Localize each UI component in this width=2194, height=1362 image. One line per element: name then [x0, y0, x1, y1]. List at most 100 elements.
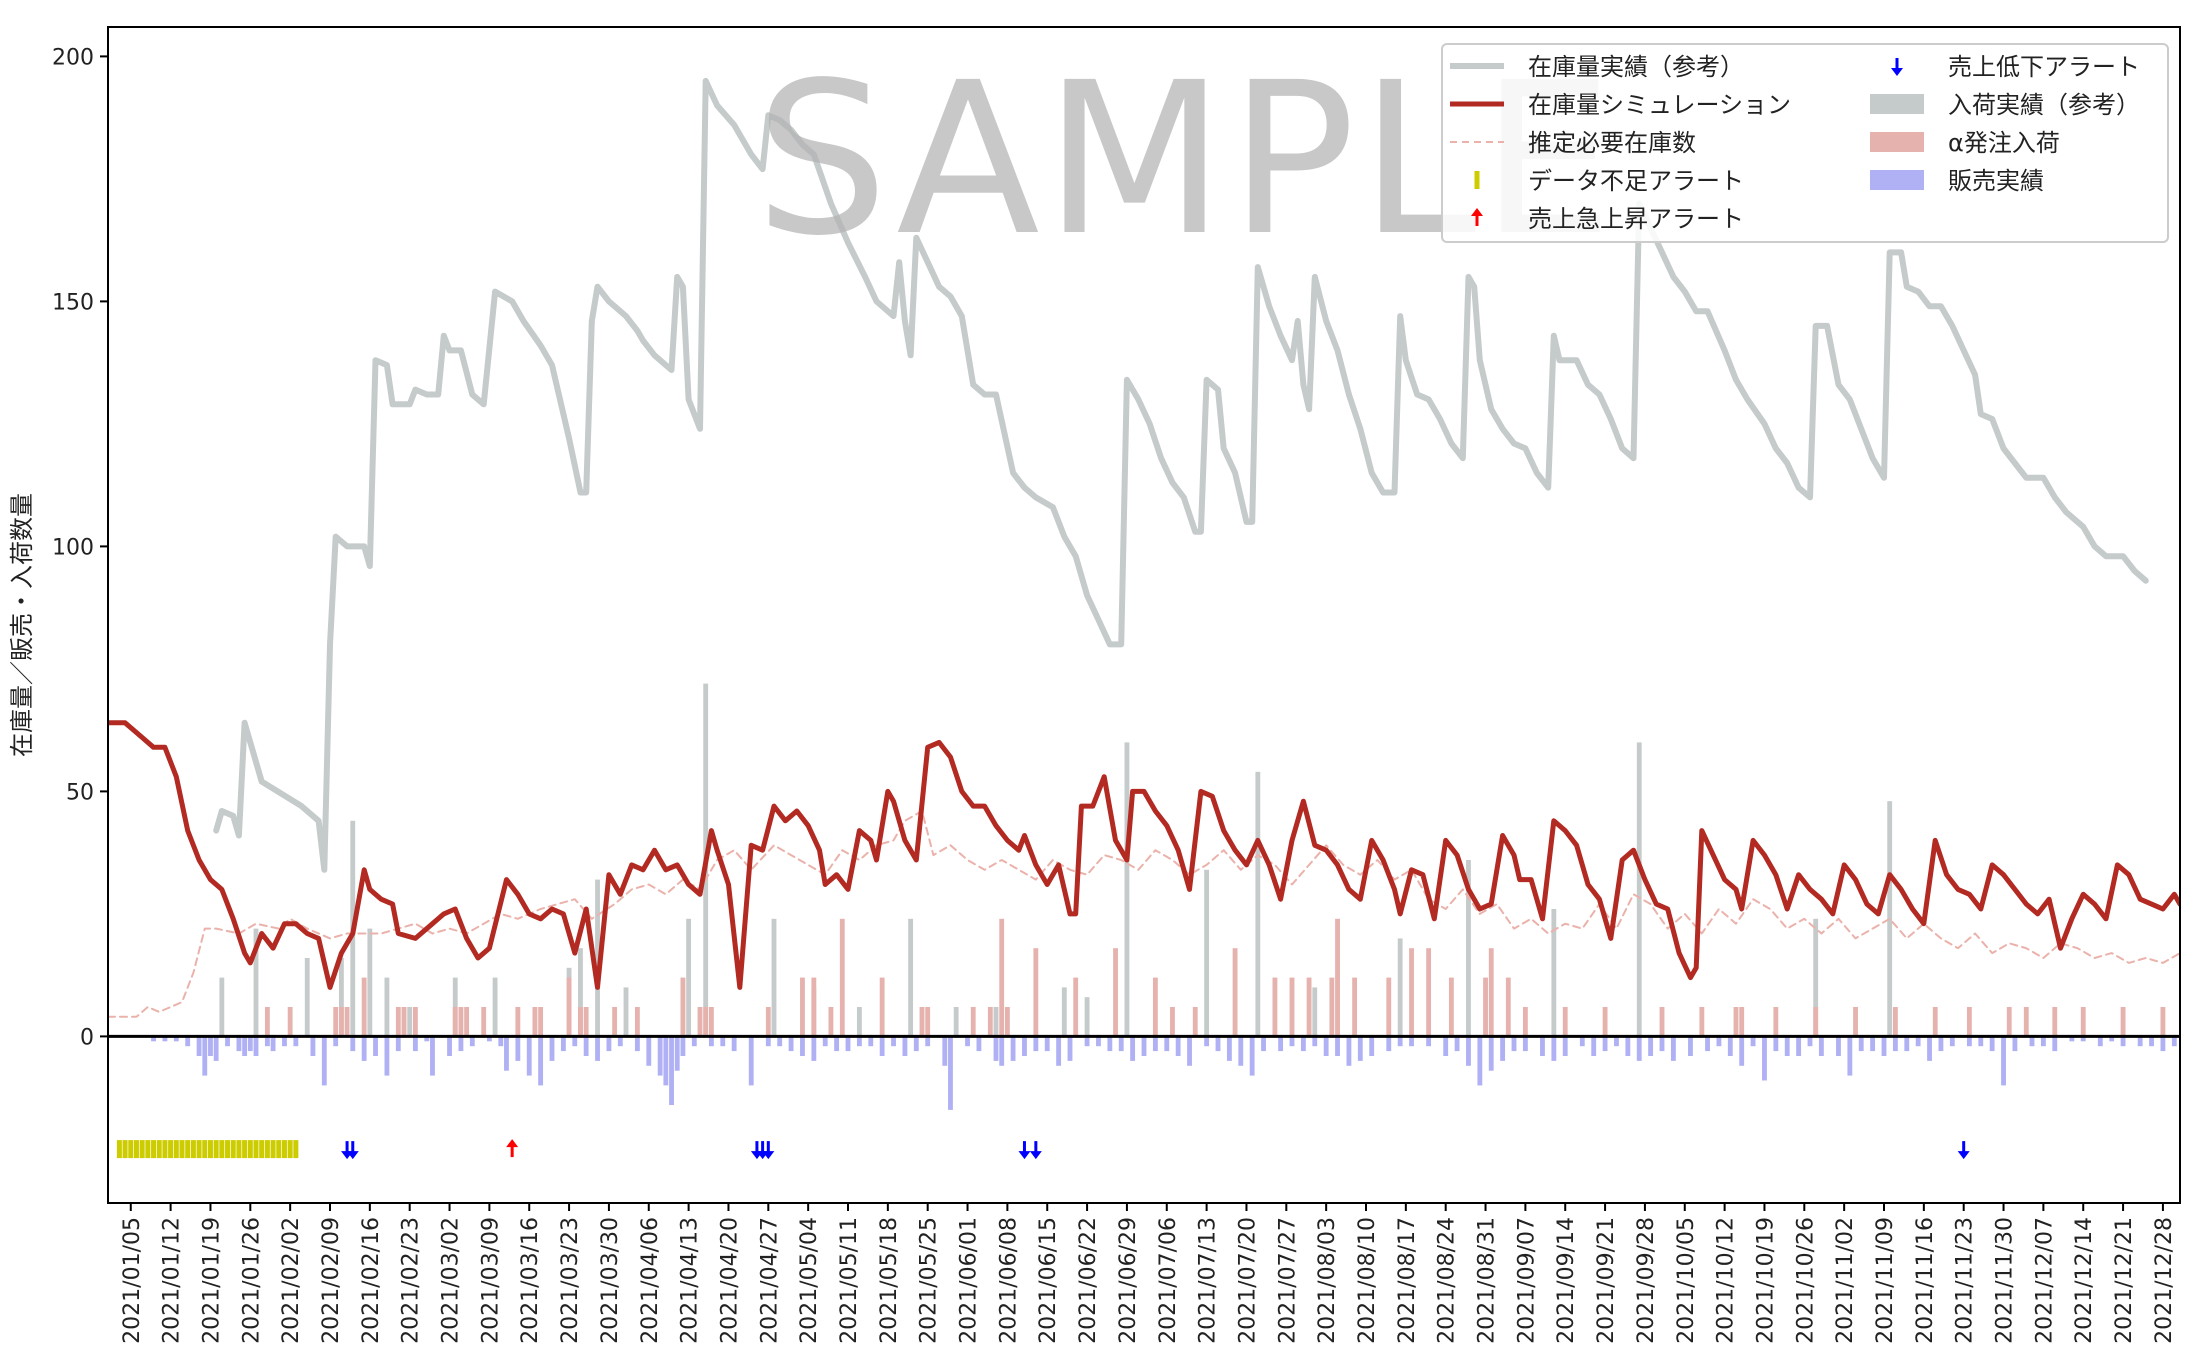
sales-bar: [1454, 1036, 1460, 1052]
arrival-bar: [367, 928, 373, 1037]
sales-bar: [1591, 1036, 1597, 1056]
sales-bar: [1118, 1036, 1124, 1052]
sales-bar: [1312, 1036, 1318, 1047]
legend-swatch-patch: [1870, 94, 1924, 114]
sales-bar: [1067, 1036, 1073, 1061]
sales-bar: [486, 1036, 492, 1042]
alpha-order-bar: [2052, 1007, 2058, 1037]
sales-bar: [1386, 1036, 1392, 1052]
data-shortage-alert: [230, 1140, 236, 1159]
arrival-bar: [686, 918, 692, 1037]
x-tick-label: 2021/12/14: [2072, 1217, 2097, 1344]
arrival-bar: [1636, 742, 1642, 1037]
sales-bar: [788, 1036, 794, 1052]
sales-bar: [1056, 1036, 1062, 1066]
alpha-order-bar: [697, 1007, 703, 1037]
sales-drop-alert: [1029, 1141, 1042, 1160]
sales-bar: [447, 1036, 452, 1056]
alpha-order-bar: [401, 1007, 407, 1037]
sales-bar: [765, 1036, 771, 1047]
sales-bar: [1762, 1036, 1767, 1081]
alpha-order-bar: [2120, 1007, 2126, 1037]
x-tick-label: 2021/01/05: [120, 1217, 145, 1344]
sales-bar: [1278, 1036, 1284, 1052]
data-shortage-alert: [173, 1140, 179, 1159]
sales-bar: [173, 1036, 179, 1042]
sales-bar: [424, 1036, 430, 1042]
sales-bar: [1175, 1036, 1181, 1056]
sales-bar: [1938, 1036, 1944, 1052]
legend-label: 在庫量シミュレーション: [1528, 91, 1791, 119]
x-tick-label: 2021/12/21: [2112, 1217, 2137, 1344]
legend-label: 売上急上昇アラート: [1528, 205, 1744, 233]
alpha-order-bar: [828, 1007, 834, 1037]
x-tick-label: 2021/03/30: [598, 1217, 623, 1344]
arrival-bar: [1084, 997, 1090, 1037]
data-shortage-alert: [264, 1140, 270, 1159]
y-tick-label: 200: [52, 45, 94, 70]
legend-label: 入荷実績（参考）: [1948, 91, 2140, 119]
sales-drop-alert: [346, 1141, 359, 1160]
sales-bar: [321, 1036, 327, 1086]
alpha-order-bar: [1773, 1007, 1779, 1037]
x-tick-label: 2021/11/02: [1833, 1217, 1858, 1344]
data-shortage-alert: [259, 1140, 265, 1159]
sales-bar: [1659, 1036, 1665, 1052]
sales-bar: [1750, 1036, 1756, 1047]
arrival-bar: [1255, 771, 1261, 1037]
sales-bar: [606, 1036, 612, 1052]
axes: 0 50 100 150 200 2021/01/05 2021/01/12 2021/01/…: [52, 26, 2181, 1344]
sales-surge-alert: [506, 1139, 519, 1158]
sales-bar: [868, 1036, 874, 1047]
sales-bar: [657, 1036, 663, 1076]
sales-bar: [1989, 1036, 1995, 1052]
sales-bar: [1152, 1036, 1158, 1052]
sales-bar: [1409, 1036, 1414, 1047]
data-shortage-alert: [196, 1140, 202, 1159]
legend-label: 売上低下アラート: [1948, 53, 2140, 81]
x-tick-label: 2021/04/27: [757, 1217, 782, 1344]
sales-bar: [247, 1036, 253, 1052]
sales-bar: [2109, 1036, 2115, 1042]
sales-bar: [1226, 1036, 1232, 1061]
sales-bar: [1966, 1036, 1972, 1047]
x-tick-label: 2021/01/12: [160, 1217, 185, 1344]
legend-arrow-down-head: [1891, 68, 1903, 76]
sales-bar: [350, 1036, 356, 1052]
x-tick-label: 2021/10/19: [1753, 1217, 1778, 1344]
sales-bar: [1215, 1036, 1221, 1052]
sales-bar: [560, 1036, 566, 1052]
sales-bar: [680, 1036, 686, 1056]
data-shortage-alert: [213, 1140, 219, 1159]
sales-bar: [236, 1036, 242, 1052]
x-tick-label: 2021/07/13: [1196, 1217, 1221, 1344]
sales-bar: [1477, 1036, 1483, 1086]
sales-bar: [515, 1036, 521, 1061]
sales-bar: [196, 1036, 202, 1056]
alpha-order-bar: [1152, 977, 1158, 1037]
data-shortage-alert: [190, 1140, 196, 1159]
alpha-order-bar: [1073, 977, 1079, 1037]
arrival-bar: [407, 1007, 413, 1037]
plot-content: [108, 77, 2180, 1160]
sales-bar: [708, 1036, 714, 1047]
legend-label: データ不足アラート: [1528, 167, 1744, 195]
x-tick-label: 2021/10/12: [1714, 1217, 1739, 1344]
legend-label: 在庫量実績（参考）: [1528, 53, 1744, 81]
alpha-order-bar: [1932, 1007, 1938, 1037]
data-shortage-alert: [242, 1140, 248, 1159]
data-shortage-alert: [225, 1140, 231, 1159]
alpha-order-bar: [2006, 1007, 2012, 1037]
alpha-order-bar: [1522, 1007, 1528, 1037]
sales-bar: [185, 1036, 191, 1047]
sales-bar: [202, 1036, 208, 1076]
alpha-order-bar: [1232, 948, 1238, 1037]
x-tick-label: 2021/02/09: [319, 1217, 344, 1344]
sales-bar: [264, 1036, 270, 1047]
alpha-order-bar: [1659, 1007, 1665, 1037]
alpha-order-bar: [1352, 977, 1358, 1037]
x-tick-label: 2021/05/11: [837, 1217, 862, 1344]
alpha-order-bar: [1386, 977, 1392, 1037]
sales-bar: [856, 1036, 862, 1047]
